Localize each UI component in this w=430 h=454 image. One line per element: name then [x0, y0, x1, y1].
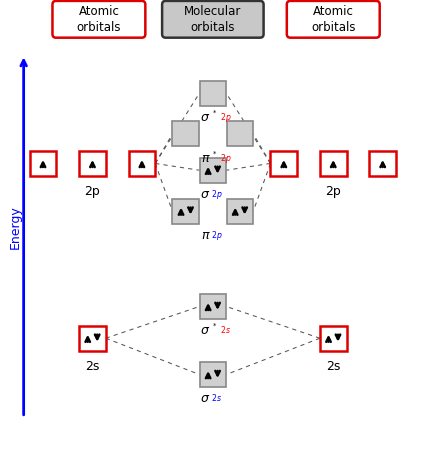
FancyBboxPatch shape — [52, 1, 145, 38]
Bar — [30, 151, 56, 176]
Text: $\sigma$: $\sigma$ — [200, 324, 211, 337]
Text: $^*$: $^*$ — [211, 109, 218, 120]
Bar — [320, 151, 347, 176]
Bar — [200, 362, 226, 387]
Text: Energy: Energy — [9, 205, 22, 249]
Text: $_{2p}$: $_{2p}$ — [220, 152, 232, 167]
FancyBboxPatch shape — [162, 1, 264, 38]
Bar — [79, 326, 106, 350]
Text: $_{2p}$: $_{2p}$ — [220, 111, 232, 126]
Bar — [129, 151, 155, 176]
Text: 2s: 2s — [85, 360, 100, 373]
Bar — [172, 121, 199, 146]
Text: $_{2s}$: $_{2s}$ — [211, 392, 222, 405]
Bar — [227, 121, 253, 146]
Text: $_{2p}$: $_{2p}$ — [211, 229, 223, 244]
Bar — [172, 198, 199, 223]
Text: $^*$: $^*$ — [211, 323, 218, 333]
Text: $_{2s}$: $_{2s}$ — [220, 324, 231, 337]
Bar — [270, 151, 297, 176]
Text: 2s: 2s — [326, 360, 341, 373]
Text: $_{2p}$: $_{2p}$ — [211, 188, 223, 203]
Bar — [200, 80, 226, 105]
Text: Atomic
orbitals: Atomic orbitals — [77, 5, 121, 34]
FancyBboxPatch shape — [287, 1, 380, 38]
Text: Molecular
orbitals: Molecular orbitals — [184, 5, 242, 34]
Text: $\sigma$: $\sigma$ — [200, 188, 211, 201]
Text: $\pi$: $\pi$ — [201, 152, 211, 165]
Bar — [200, 294, 226, 319]
Bar — [369, 151, 396, 176]
Bar — [200, 158, 226, 183]
Text: $\sigma$: $\sigma$ — [200, 111, 211, 124]
Text: 2p: 2p — [85, 185, 100, 198]
Bar — [320, 326, 347, 350]
Text: $^*$: $^*$ — [211, 151, 218, 161]
Text: $\pi$: $\pi$ — [201, 229, 211, 242]
Text: Atomic
orbitals: Atomic orbitals — [311, 5, 356, 34]
Text: 2p: 2p — [326, 185, 341, 198]
Text: $\sigma$: $\sigma$ — [200, 392, 211, 405]
Bar — [79, 151, 106, 176]
Bar — [227, 198, 253, 223]
